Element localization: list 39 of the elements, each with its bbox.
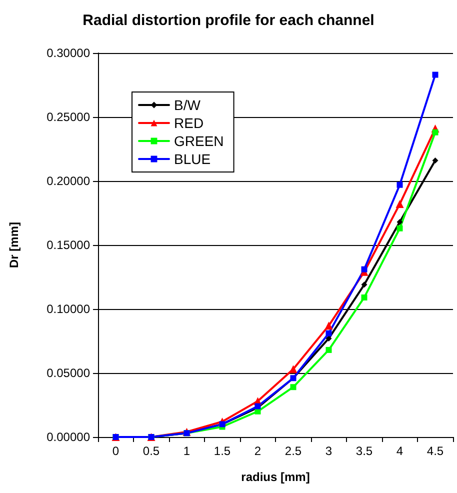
y-tick-label: 0.30000 [46,46,90,60]
point [361,282,368,288]
y-tick-label: 0.20000 [46,174,90,188]
y-tick-label: 0.15000 [46,238,90,252]
x-tick-label: 3.5 [356,444,373,458]
point [289,365,298,374]
legend-label: GREEN [174,133,224,149]
x-tick-label: 2.5 [284,444,302,458]
x-tick-label: 0 [112,444,120,458]
point [396,218,403,225]
x-tick-label: 4.5 [426,444,444,458]
point [326,346,332,353]
x-tick-label: 0.5 [142,444,160,458]
point [290,384,296,390]
point [324,322,333,330]
point [432,129,438,136]
legend-label: RED [174,115,204,131]
y-axis-title: Dr [mm] [7,222,21,268]
y-tick-label: 0.00000 [46,430,90,444]
point [396,182,403,188]
point [432,158,438,164]
point [432,72,438,78]
point [396,225,403,232]
x-tick-label: 1 [183,444,190,458]
y-tick-label: 0.10000 [46,302,90,316]
chart-title: Radial distortion profile for each channel [82,12,374,29]
y-tick-label: 0.25000 [46,110,90,124]
x-tick-label: 2 [254,444,262,458]
legend-label: B/W [174,97,202,113]
x-tick-label: 4 [396,444,404,458]
y-tick-label: 0.05000 [46,366,90,380]
x-tick-label: 3 [325,444,332,458]
point [326,330,332,336]
x-tick-label: 1.5 [214,444,231,458]
point [361,266,368,272]
x-axis-title: radius [mm] [241,470,310,484]
point [361,294,368,300]
legend-label: BLUE [174,151,211,167]
point [396,200,404,208]
